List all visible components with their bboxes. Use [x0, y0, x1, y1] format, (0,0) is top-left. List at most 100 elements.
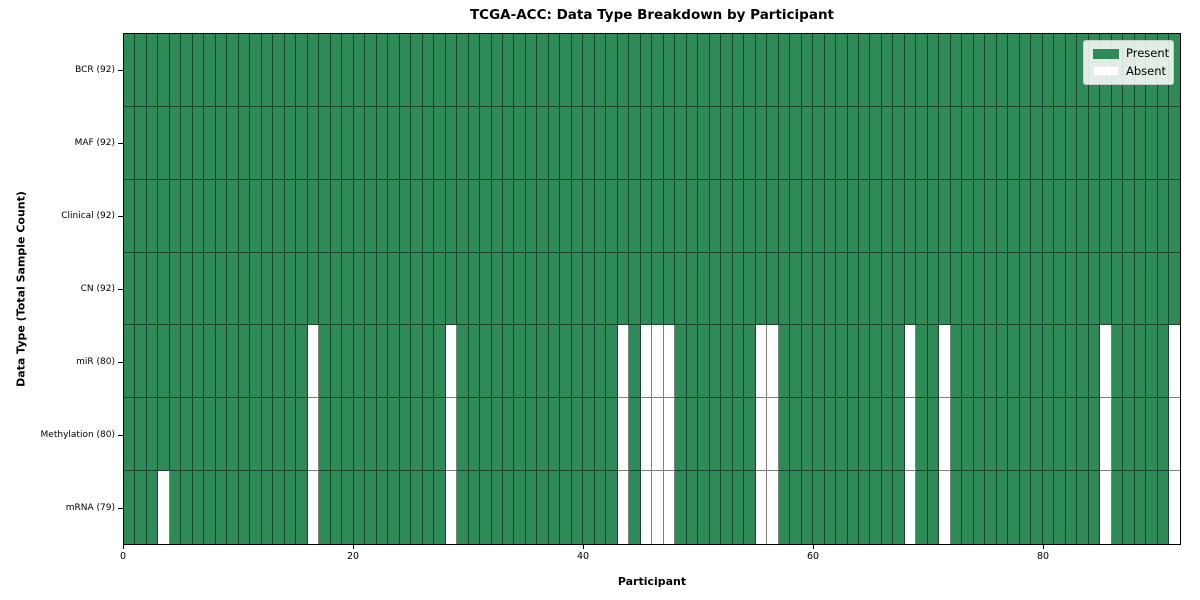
heatmap-cell — [732, 252, 745, 326]
heatmap-cell — [169, 106, 182, 180]
heatmap-cell — [813, 252, 825, 326]
plot-area — [123, 33, 1181, 545]
heatmap-cell — [376, 252, 389, 326]
heatmap-cell — [227, 106, 239, 180]
heatmap-cell — [1019, 325, 1032, 399]
heatmap-cell — [169, 252, 182, 326]
heatmap-cell — [583, 325, 595, 399]
heatmap-cell — [790, 106, 802, 180]
heatmap-cell — [709, 325, 722, 399]
heatmap-cell — [342, 398, 354, 472]
heatmap-cell — [927, 325, 940, 399]
heatmap-cell — [663, 325, 676, 399]
heatmap-cell — [985, 34, 997, 107]
heatmap-cell — [365, 325, 377, 399]
heatmap-cell — [698, 179, 710, 253]
heatmap-cell — [755, 252, 768, 326]
heatmap-cell — [1169, 106, 1180, 180]
heatmap-cell — [296, 471, 308, 545]
heatmap-cell — [663, 398, 676, 472]
heatmap-cell — [353, 34, 366, 107]
heatmap-cell — [916, 34, 928, 107]
heatmap-cell — [709, 179, 722, 253]
heatmap-cell — [881, 398, 894, 472]
heatmap-cell — [1031, 252, 1043, 326]
heatmap-cell — [560, 34, 572, 107]
heatmap-cell — [606, 471, 618, 545]
heatmap-cell — [1031, 398, 1043, 472]
heatmap-cell — [353, 398, 366, 472]
heatmap-cell — [365, 471, 377, 545]
heatmap-cell — [629, 34, 641, 107]
heatmap-cell — [1100, 252, 1112, 326]
heatmap-cell — [1157, 252, 1170, 326]
heatmap-cell — [353, 106, 366, 180]
heatmap-cell — [973, 34, 986, 107]
heatmap-cell — [135, 398, 147, 472]
heatmap-cell — [376, 106, 389, 180]
heatmap-cell — [778, 106, 791, 180]
heatmap-cell — [594, 398, 607, 472]
heatmap-cell — [744, 325, 756, 399]
heatmap-cell — [250, 179, 262, 253]
heatmap-cell — [1054, 106, 1066, 180]
heatmap-cell — [778, 471, 791, 545]
heatmap-cell — [767, 252, 779, 326]
heatmap-cell — [273, 179, 285, 253]
heatmap-cell — [950, 106, 963, 180]
heatmap-cell — [1088, 179, 1101, 253]
heatmap-cell — [698, 106, 710, 180]
heatmap-cell — [675, 471, 687, 545]
heatmap-cell — [571, 398, 584, 472]
heatmap-cell — [181, 252, 193, 326]
heatmap-cell — [261, 179, 274, 253]
heatmap-cell — [468, 106, 481, 180]
heatmap-cell — [721, 252, 733, 326]
heatmap-cell — [238, 325, 251, 399]
legend-swatch-present — [1093, 48, 1119, 59]
heatmap-cell — [525, 325, 538, 399]
heatmap-cell — [146, 398, 159, 472]
heatmap-cell — [560, 471, 572, 545]
heatmap-cell — [273, 252, 285, 326]
heatmap-cell — [238, 179, 251, 253]
heatmap-cell — [1065, 34, 1078, 107]
heatmap-cell — [571, 471, 584, 545]
heatmap-cell — [893, 34, 905, 107]
heatmap-cell — [962, 252, 974, 326]
heatmap-cell — [227, 179, 239, 253]
heatmap-cell — [686, 34, 699, 107]
legend-label: Present — [1126, 46, 1170, 60]
heatmap-cell — [927, 179, 940, 253]
heatmap-cell — [824, 34, 837, 107]
heatmap-cell — [1157, 325, 1170, 399]
heatmap-cell — [560, 106, 572, 180]
heatmap-cell — [227, 471, 239, 545]
heatmap-cell — [284, 179, 297, 253]
heatmap-cell — [434, 34, 446, 107]
heatmap-cell — [330, 106, 343, 180]
heatmap-cell — [583, 34, 595, 107]
heatmap-cell — [480, 398, 492, 472]
heatmap-cell — [411, 471, 423, 545]
heatmap-cell — [434, 471, 446, 545]
heatmap-cell — [411, 179, 423, 253]
heatmap-cell — [985, 398, 997, 472]
heatmap-cell — [755, 179, 768, 253]
heatmap-cell — [169, 398, 182, 472]
heatmap-cell — [1146, 325, 1158, 399]
heatmap-cell — [801, 471, 814, 545]
y-tick-mark — [118, 142, 123, 144]
heatmap-cell — [594, 325, 607, 399]
heatmap-cell — [192, 106, 205, 180]
heatmap-cell — [1100, 471, 1112, 545]
heatmap-cell — [445, 471, 458, 545]
heatmap-cell — [261, 106, 274, 180]
heatmap-cell — [996, 471, 1009, 545]
heatmap-cell — [904, 398, 917, 472]
heatmap-cell — [319, 252, 331, 326]
heatmap-cell — [1134, 398, 1147, 472]
heatmap-cell — [491, 471, 503, 545]
heatmap-cell — [836, 106, 848, 180]
heatmap-cell — [583, 106, 595, 180]
